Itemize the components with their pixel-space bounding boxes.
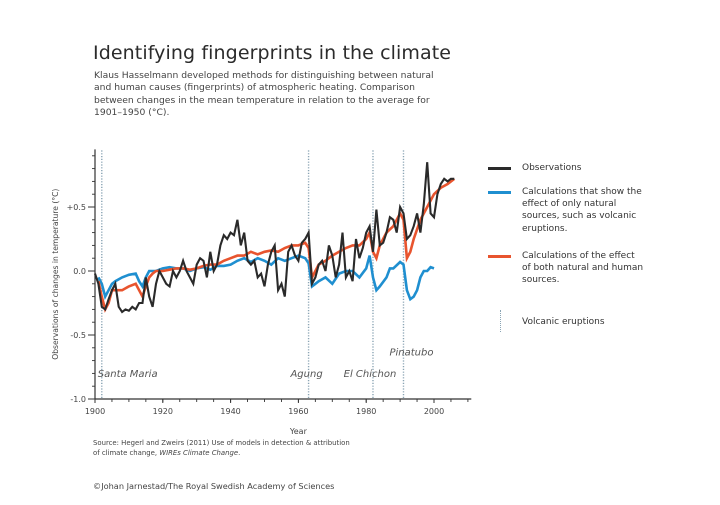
- y-tick-label: -0.5: [70, 331, 86, 340]
- x-tick-label: 1960: [288, 407, 308, 416]
- source-suffix: .: [238, 448, 241, 457]
- x-tick-label: 1920: [153, 407, 173, 416]
- legend-swatch-natural: [488, 191, 511, 194]
- legend-label-natural-human: Calculations of the effect of both natur…: [522, 251, 644, 286]
- legend-swatch-observations: [488, 167, 511, 170]
- y-tick-label: +0.5: [67, 203, 86, 212]
- x-tick-label: 1940: [220, 407, 240, 416]
- volcano-label: Santa Maria: [98, 369, 158, 380]
- source-text: Source: Hegerl and Zweirs (2011) Use of …: [93, 439, 350, 457]
- volcano-label: Agung: [289, 369, 322, 380]
- x-tick-label: 1980: [356, 407, 376, 416]
- x-axis-title: Year: [289, 427, 308, 436]
- series-lines: [94, 162, 456, 314]
- y-tick-label: -1.0: [70, 395, 86, 404]
- series-line-observations: [94, 162, 455, 314]
- source-journal: WIREs Climate Change: [159, 448, 239, 457]
- x-tick-label: 2000: [424, 407, 444, 416]
- chart-title: Identifying fingerprints in the climate: [93, 42, 452, 64]
- x-tick-label: 1900: [85, 407, 105, 416]
- volcano-label: El Chichon: [344, 369, 397, 380]
- legend-label-observations: Observations: [522, 163, 582, 173]
- axis-labels: Santa Maria Agung El Chichon Pinatubo +0.5 0.…: [51, 189, 444, 436]
- series-line-natural-human: [97, 177, 456, 313]
- legend-swatch-volcanic: [500, 310, 501, 332]
- chart-subtitle: Klaus Hasselmann developed methods for d…: [94, 70, 434, 119]
- copyright: ©Johan Jarnestad/The Royal Swedish Acade…: [93, 481, 335, 491]
- source-note: Source: Hegerl and Zweirs (2011) Use of …: [93, 439, 353, 458]
- legend-swatch-natural-human: [488, 255, 511, 258]
- volcano-label: Pinatubo: [389, 347, 433, 358]
- legend-label-natural: Calculations that show the effect of onl…: [522, 187, 642, 234]
- y-tick-label: 0.0: [73, 267, 86, 276]
- y-axis-title: Observations of changes in temperature (…: [51, 189, 60, 360]
- legend-label-volcanic: Volcanic eruptions: [522, 317, 605, 327]
